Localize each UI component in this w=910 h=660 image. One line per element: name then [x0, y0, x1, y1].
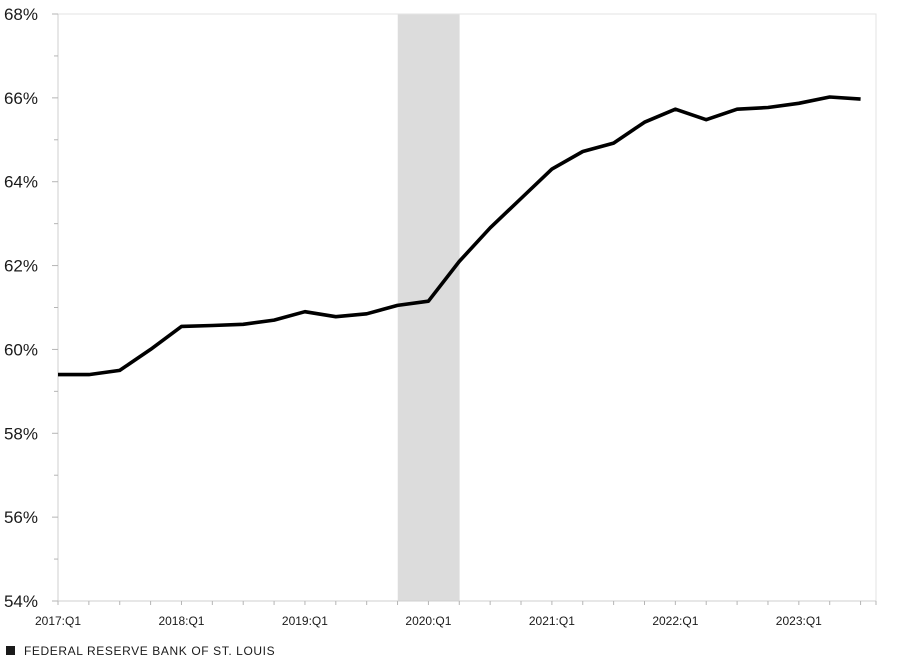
x-axis: 2017:Q1 2018:Q1 2019:Q1 2020:Q1 2021:Q1 2022:… [35, 601, 877, 628]
y-axis: 54% 56% 58% 60% 62% 64% 66% 68% [4, 5, 58, 611]
x-tick-label: 2017:Q1 [35, 614, 81, 628]
y-tick-label: 66% [4, 89, 38, 108]
y-tick-label: 68% [4, 5, 38, 24]
x-tick-label: 2020:Q1 [405, 614, 451, 628]
y-tick-label: 62% [4, 257, 38, 276]
plot-frame [57, 13, 877, 602]
y-tick-label: 56% [4, 508, 38, 527]
series-layer [58, 95, 861, 377]
y-tick-label: 60% [4, 340, 38, 359]
recession-shading-layer [397, 14, 460, 601]
x-tick-label: 2022:Q1 [652, 614, 698, 628]
recession-shading [397, 14, 460, 601]
x-tick-label: 2019:Q1 [282, 614, 328, 628]
x-tick-label: 2021:Q1 [529, 614, 575, 628]
source-square-icon [6, 646, 15, 655]
y-tick-label: 64% [4, 173, 38, 192]
plot-border [57, 13, 877, 602]
source-label: FEDERAL RESERVE BANK OF ST. LOUIS [24, 644, 275, 658]
x-tick-label: 2018:Q1 [158, 614, 204, 628]
source-note: FEDERAL RESERVE BANK OF ST. LOUIS [6, 644, 275, 658]
series-line [58, 95, 861, 377]
y-tick-label: 58% [4, 424, 38, 443]
x-tick-label: 2023:Q1 [776, 614, 822, 628]
y-tick-label: 54% [4, 592, 38, 611]
